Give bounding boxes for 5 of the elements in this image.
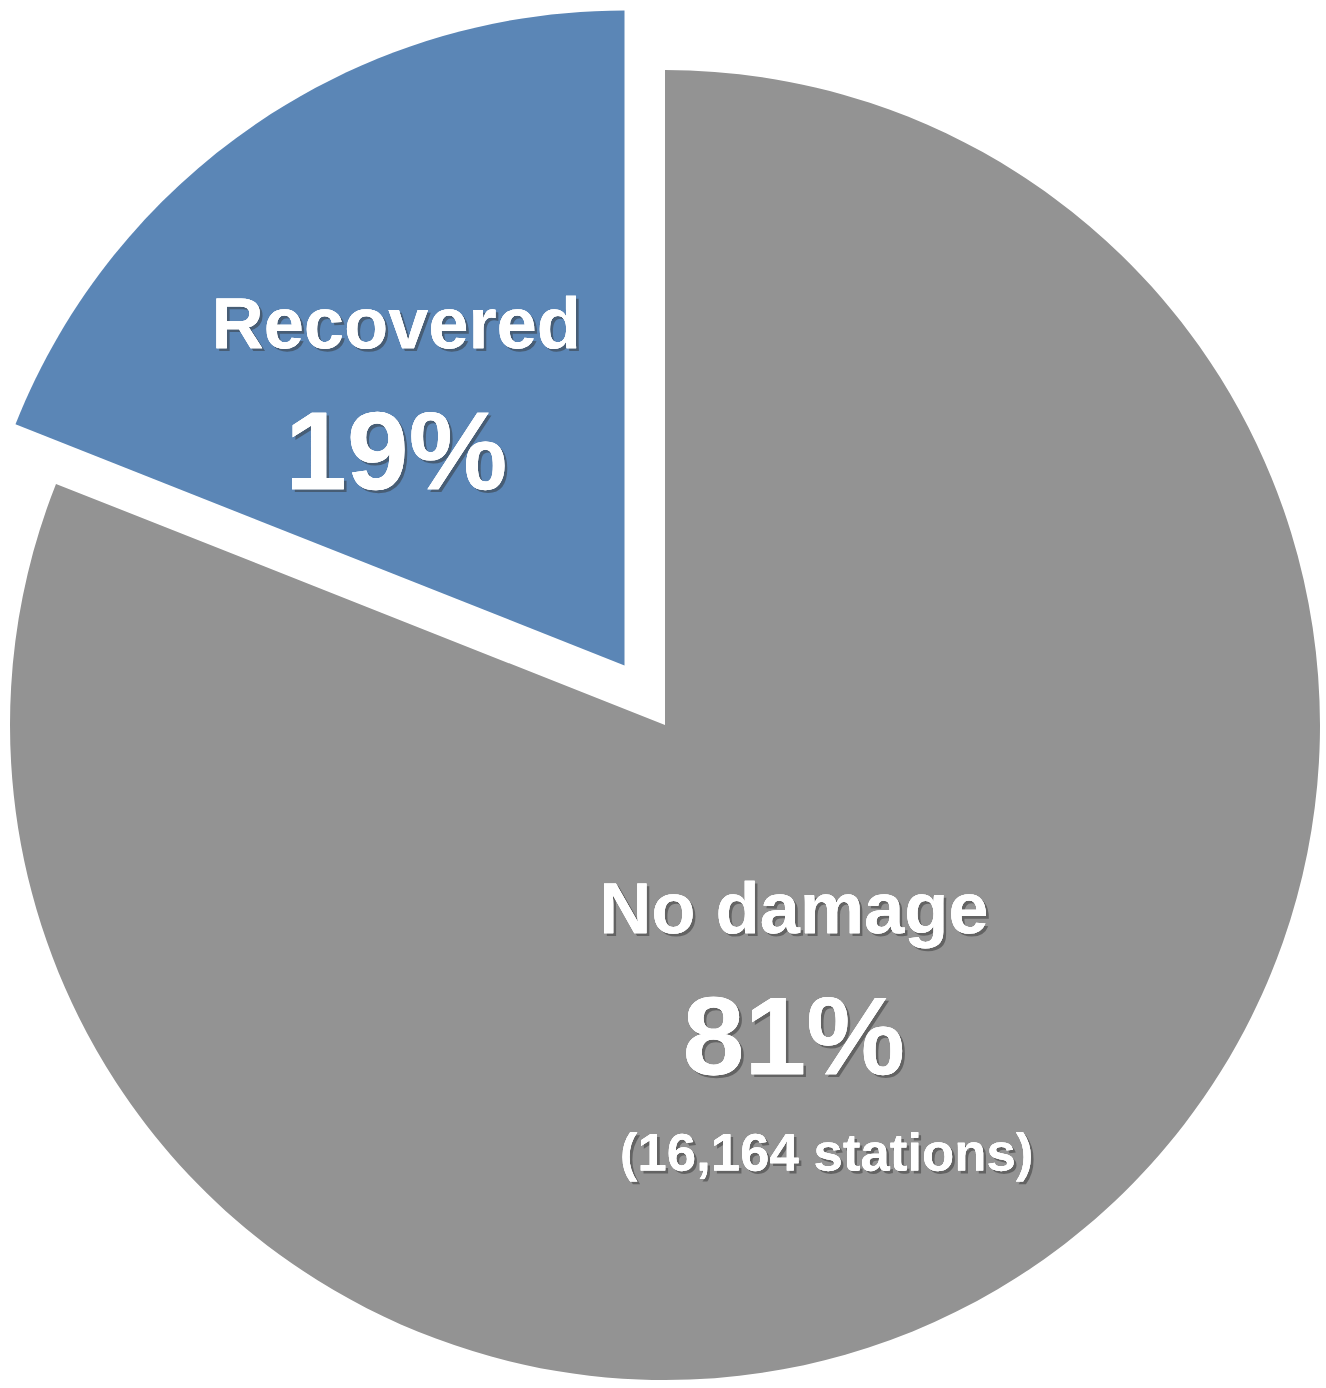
slice-label: Recovered <box>216 295 579 352</box>
data-label: 19% <box>292 411 508 494</box>
data-label: 81% <box>686 996 905 1079</box>
text: (16,164 stations) <box>622 1132 1034 1185</box>
slice-label: No damage <box>604 880 989 952</box>
